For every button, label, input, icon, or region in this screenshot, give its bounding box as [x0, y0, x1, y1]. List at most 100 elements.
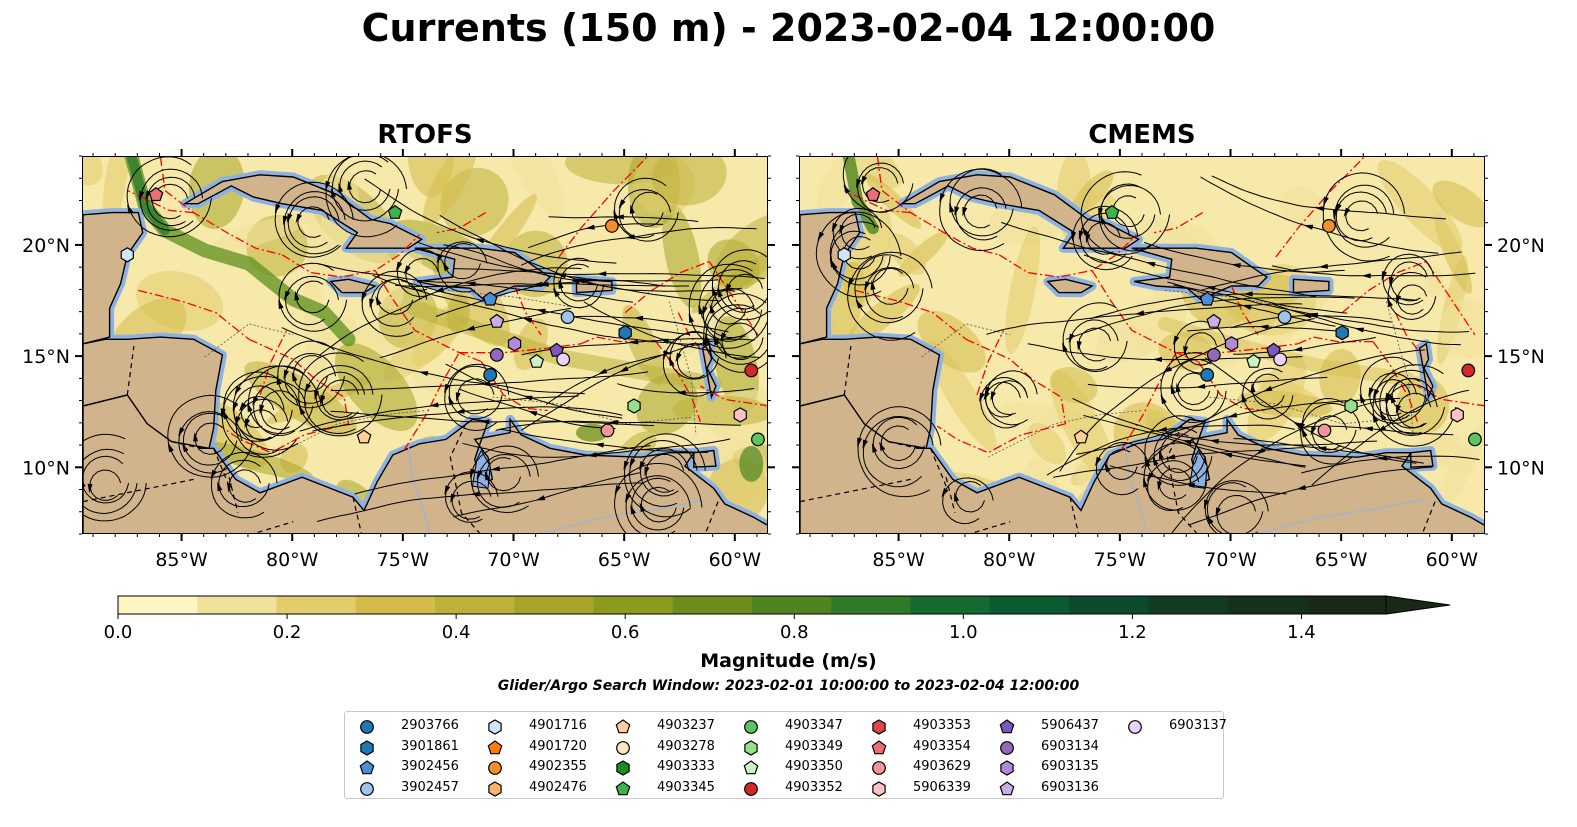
colorbar-segment	[435, 596, 515, 614]
land-hondurasNic	[800, 336, 941, 450]
panel-title-rtofs: RTOFS	[377, 120, 473, 150]
legend-marker-hexagon	[872, 719, 886, 735]
colorbar-tick-label: 0.2	[272, 622, 302, 643]
legend-label: 4903349	[785, 738, 843, 754]
land-jamaica	[1046, 278, 1094, 294]
float-marker-5906437	[549, 342, 564, 357]
lon-tick-label: 85°W	[155, 549, 208, 571]
float-marker-3902457	[1277, 310, 1292, 324]
legend-marker-hexagon	[488, 719, 502, 735]
colorbar-tick-label: 1.0	[949, 622, 978, 643]
lat-tick-label: 10°N	[1497, 457, 1545, 479]
float-marker-4901716	[120, 247, 134, 263]
float-marker-3902457	[560, 310, 575, 324]
legend-marker-pentagon	[999, 780, 1015, 795]
float-marker-4903350	[529, 353, 545, 368]
legend-marker-circle	[488, 761, 502, 775]
land-puertoRico	[1292, 278, 1330, 294]
legend-label: 4903353	[913, 718, 971, 733]
float-marker-6903136	[1206, 313, 1222, 328]
legend-marker-circle	[360, 781, 374, 796]
legend-label: 4901716	[529, 718, 587, 733]
float-marker-4903352	[744, 363, 759, 378]
float-marker-2903766	[483, 368, 498, 382]
colorbar-segment	[355, 596, 436, 614]
legend-label: 4903333	[657, 759, 715, 774]
legend-label: 3902457	[401, 779, 459, 795]
colorbar-segment	[1069, 596, 1149, 614]
colorbar-segment	[989, 596, 1070, 614]
legend-label: 4903352	[785, 779, 843, 795]
eez-boundaries	[844, 157, 1484, 454]
float-marker-6903135	[1224, 336, 1239, 352]
float-marker-6903135	[507, 336, 522, 352]
colorbar-label: Magnitude (m/s)	[700, 650, 877, 672]
float-marker-6903136	[489, 313, 505, 328]
colorbar-extend-arrow	[1385, 595, 1451, 615]
land-lesser	[1418, 342, 1434, 400]
float-marker-3901861	[1335, 325, 1349, 341]
legend-marker-circle	[616, 740, 630, 755]
float-marker-2903766	[1200, 368, 1215, 382]
legend-marker-circle	[360, 720, 374, 734]
legend-label: 6903135	[1041, 759, 1099, 774]
colorbar-segment	[276, 596, 357, 614]
lon-tick-label: 70°W	[487, 549, 540, 571]
colorbar-segment	[1306, 596, 1387, 614]
float-markers	[837, 187, 1482, 447]
colorbar-segment	[514, 596, 594, 614]
land-cuba	[182, 174, 423, 249]
float-marker-3901861	[618, 325, 632, 341]
lat-tick-label: 10°N	[22, 457, 70, 479]
lon-tick-label: 80°W	[266, 549, 319, 571]
colorbar-segment	[118, 596, 198, 614]
float-marker-4903345	[387, 204, 403, 219]
legend-label: 4903629	[913, 759, 971, 774]
legend-label: 4902476	[529, 779, 587, 795]
streamlines	[815, 157, 1480, 533]
legend-marker-pentagon	[999, 719, 1015, 734]
legend-label: 2903766	[401, 718, 459, 733]
lon-tick-label: 65°W	[598, 549, 651, 571]
colorbar-segment	[1148, 596, 1228, 614]
float-marker-4903347	[751, 432, 765, 447]
colorbar-segment	[593, 596, 674, 614]
search-window-text: Glider/Argo Search Window: 2023-02-01 10…	[497, 678, 1080, 694]
float-marker-4903352	[1461, 363, 1476, 378]
rtofs-map	[82, 156, 768, 534]
float-markers	[120, 187, 765, 447]
legend-label: 4902355	[529, 759, 587, 774]
float-marker-4903354	[148, 187, 164, 202]
float-marker-6903134	[489, 347, 504, 362]
lon-tick-label: 60°W	[1426, 549, 1479, 571]
lon-tick-label: 65°W	[1315, 549, 1368, 571]
legend-marker-pentagon	[743, 760, 759, 775]
float-marker-6903134	[1206, 347, 1221, 362]
float-marker-4903347	[1468, 432, 1482, 447]
float-marker-5906339	[733, 407, 747, 423]
figure-title: Currents (150 m) - 2023-02-04 12:00:00	[361, 6, 1216, 50]
float-marker-4903629	[600, 423, 615, 438]
float-marker-4903354	[865, 187, 881, 202]
legend-marker-pentagon	[615, 719, 631, 734]
float-marker-4903349	[1344, 398, 1358, 414]
legend-marker-hexagon	[616, 760, 630, 776]
legend-marker-circle	[1128, 720, 1142, 734]
lon-tick-label: 80°W	[983, 549, 1036, 571]
colorbar-segment	[672, 596, 753, 614]
float-marker-4903350	[1246, 353, 1262, 368]
float-marker-4903629	[1317, 423, 1332, 438]
colorbar-tick-label: 0.4	[441, 622, 471, 643]
legend-label: 4903347	[785, 718, 843, 733]
lon-tick-label: 85°W	[872, 549, 925, 571]
colorbar-segment	[1227, 596, 1308, 614]
lon-tick-label: 70°W	[1204, 549, 1257, 571]
legend-marker-hexagon	[488, 780, 502, 797]
legend-marker-circle	[1000, 740, 1014, 755]
legend-marker-pentagon	[359, 760, 375, 775]
legend-marker-pentagon	[615, 780, 631, 795]
lat-tick-label: 15°N	[22, 346, 70, 368]
float-marker-4903349	[627, 398, 641, 414]
legend-marker-circle	[744, 720, 758, 734]
